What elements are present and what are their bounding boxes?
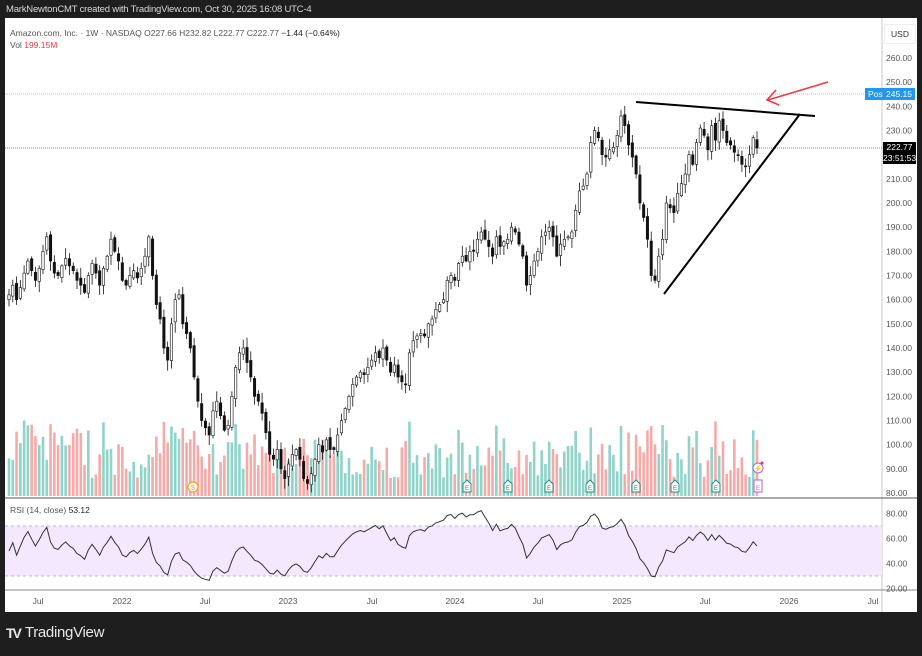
annotation-arrow-icon[interactable] <box>765 81 829 106</box>
svg-text:E: E <box>673 486 677 492</box>
svg-text:2022: 2022 <box>113 596 132 606</box>
ohlc-open: O227.66 <box>144 28 177 38</box>
support-trendline[interactable] <box>663 113 801 295</box>
volume-bars <box>7 420 759 496</box>
post-market-label: Post <box>865 88 889 100</box>
svg-text:40.00: 40.00 <box>886 559 908 569</box>
svg-text:E: E <box>588 486 592 492</box>
split-marker-icon[interactable]: ⚡ <box>752 461 764 474</box>
tradingview-logo-icon: TV <box>6 624 22 641</box>
svg-text:Jul: Jul <box>533 596 544 606</box>
last-price-value: 222.77 <box>886 142 913 152</box>
time-axis[interactable]: Jul 2022 Jul 2023 Jul 2024 Jul 2025 Jul 2026 Jul <box>33 596 879 606</box>
svg-text:80.00: 80.00 <box>886 488 908 498</box>
volume-value: 199.15M <box>24 40 58 50</box>
svg-text:$: $ <box>191 485 195 492</box>
svg-text:100.00: 100.00 <box>886 440 912 450</box>
dividend-marker[interactable]: $ <box>187 481 199 493</box>
svg-text:200.00: 200.00 <box>886 198 912 208</box>
svg-text:110.00: 110.00 <box>886 416 912 426</box>
rsi-band <box>5 526 882 576</box>
svg-text:⚡: ⚡ <box>754 464 763 473</box>
svg-text:160.00: 160.00 <box>886 295 912 305</box>
ohlc-high: H232.82 <box>179 28 212 38</box>
ohlc-close: C222.77 <box>246 28 279 38</box>
svg-text:240.00: 240.00 <box>886 101 912 111</box>
svg-text:E: E <box>634 486 638 492</box>
rsi-legend: RSI (14, close) 53.12 <box>10 505 90 515</box>
svg-text:60.00: 60.00 <box>886 534 908 544</box>
svg-text:2024: 2024 <box>446 596 465 606</box>
svg-text:2026: 2026 <box>780 596 799 606</box>
resistance-trendline[interactable] <box>635 101 816 117</box>
svg-text:260.00: 260.00 <box>886 53 912 63</box>
svg-text:Jul: Jul <box>33 596 44 606</box>
rsi-label[interactable]: RSI (14, close) <box>10 505 67 515</box>
svg-text:140.00: 140.00 <box>886 343 912 353</box>
chart-panel[interactable] <box>5 18 917 612</box>
bar-countdown: 23:51:53 <box>883 153 917 163</box>
svg-text:230.00: 230.00 <box>886 126 912 136</box>
svg-text:Jul: Jul <box>367 596 378 606</box>
post-market-price: 245.15 <box>883 88 915 100</box>
tradingview-logo[interactable]: TV TradingView <box>6 624 104 641</box>
price-change: −1.44 (−0.64%) <box>281 28 340 38</box>
symbol-title[interactable]: Amazon.com, Inc. · 1W · NASDAQ <box>10 28 142 38</box>
svg-text:80.00: 80.00 <box>886 509 908 519</box>
svg-text:E: E <box>547 486 551 492</box>
svg-text:2025: 2025 <box>613 596 632 606</box>
ohlc-low: L222.77 <box>213 28 245 38</box>
svg-text:E: E <box>506 486 510 492</box>
svg-text:130.00: 130.00 <box>886 367 912 377</box>
svg-text:180.00: 180.00 <box>886 246 912 256</box>
svg-text:E: E <box>465 486 469 492</box>
rsi-axis[interactable]: 80.00 60.00 40.00 20.00 <box>886 509 908 594</box>
svg-text:2023: 2023 <box>279 596 298 606</box>
svg-text:E: E <box>756 486 760 492</box>
volume-label[interactable]: Vol <box>10 40 22 50</box>
svg-text:170.00: 170.00 <box>886 271 912 281</box>
svg-text:210.00: 210.00 <box>886 174 912 184</box>
svg-text:150.00: 150.00 <box>886 319 912 329</box>
chart-credit: MarkNewtonCMT created with TradingView.c… <box>6 4 312 15</box>
svg-text:E: E <box>714 486 718 492</box>
rsi-value: 53.12 <box>68 505 90 515</box>
candlesticks <box>7 105 759 493</box>
svg-text:250.00: 250.00 <box>886 77 912 87</box>
svg-text:Jul: Jul <box>868 596 879 606</box>
svg-text:120.00: 120.00 <box>886 391 912 401</box>
svg-text:190.00: 190.00 <box>886 222 912 232</box>
svg-text:20.00: 20.00 <box>886 584 908 594</box>
symbol-legend: Amazon.com, Inc. · 1W · NASDAQ O227.66 H… <box>10 27 340 51</box>
svg-text:90.00: 90.00 <box>886 464 908 474</box>
last-price-tag: 222.77 23:51:53 <box>883 142 916 164</box>
tradingview-logo-text: TradingView <box>24 624 105 641</box>
rsi-line <box>8 510 758 582</box>
currency-button[interactable]: USD <box>884 24 916 44</box>
price-axis[interactable]: 260.00 250.00 240.00 230.00 210.00 200.00 190.… <box>886 53 912 498</box>
svg-text:Jul: Jul <box>200 596 211 606</box>
svg-text:Jul: Jul <box>700 596 711 606</box>
